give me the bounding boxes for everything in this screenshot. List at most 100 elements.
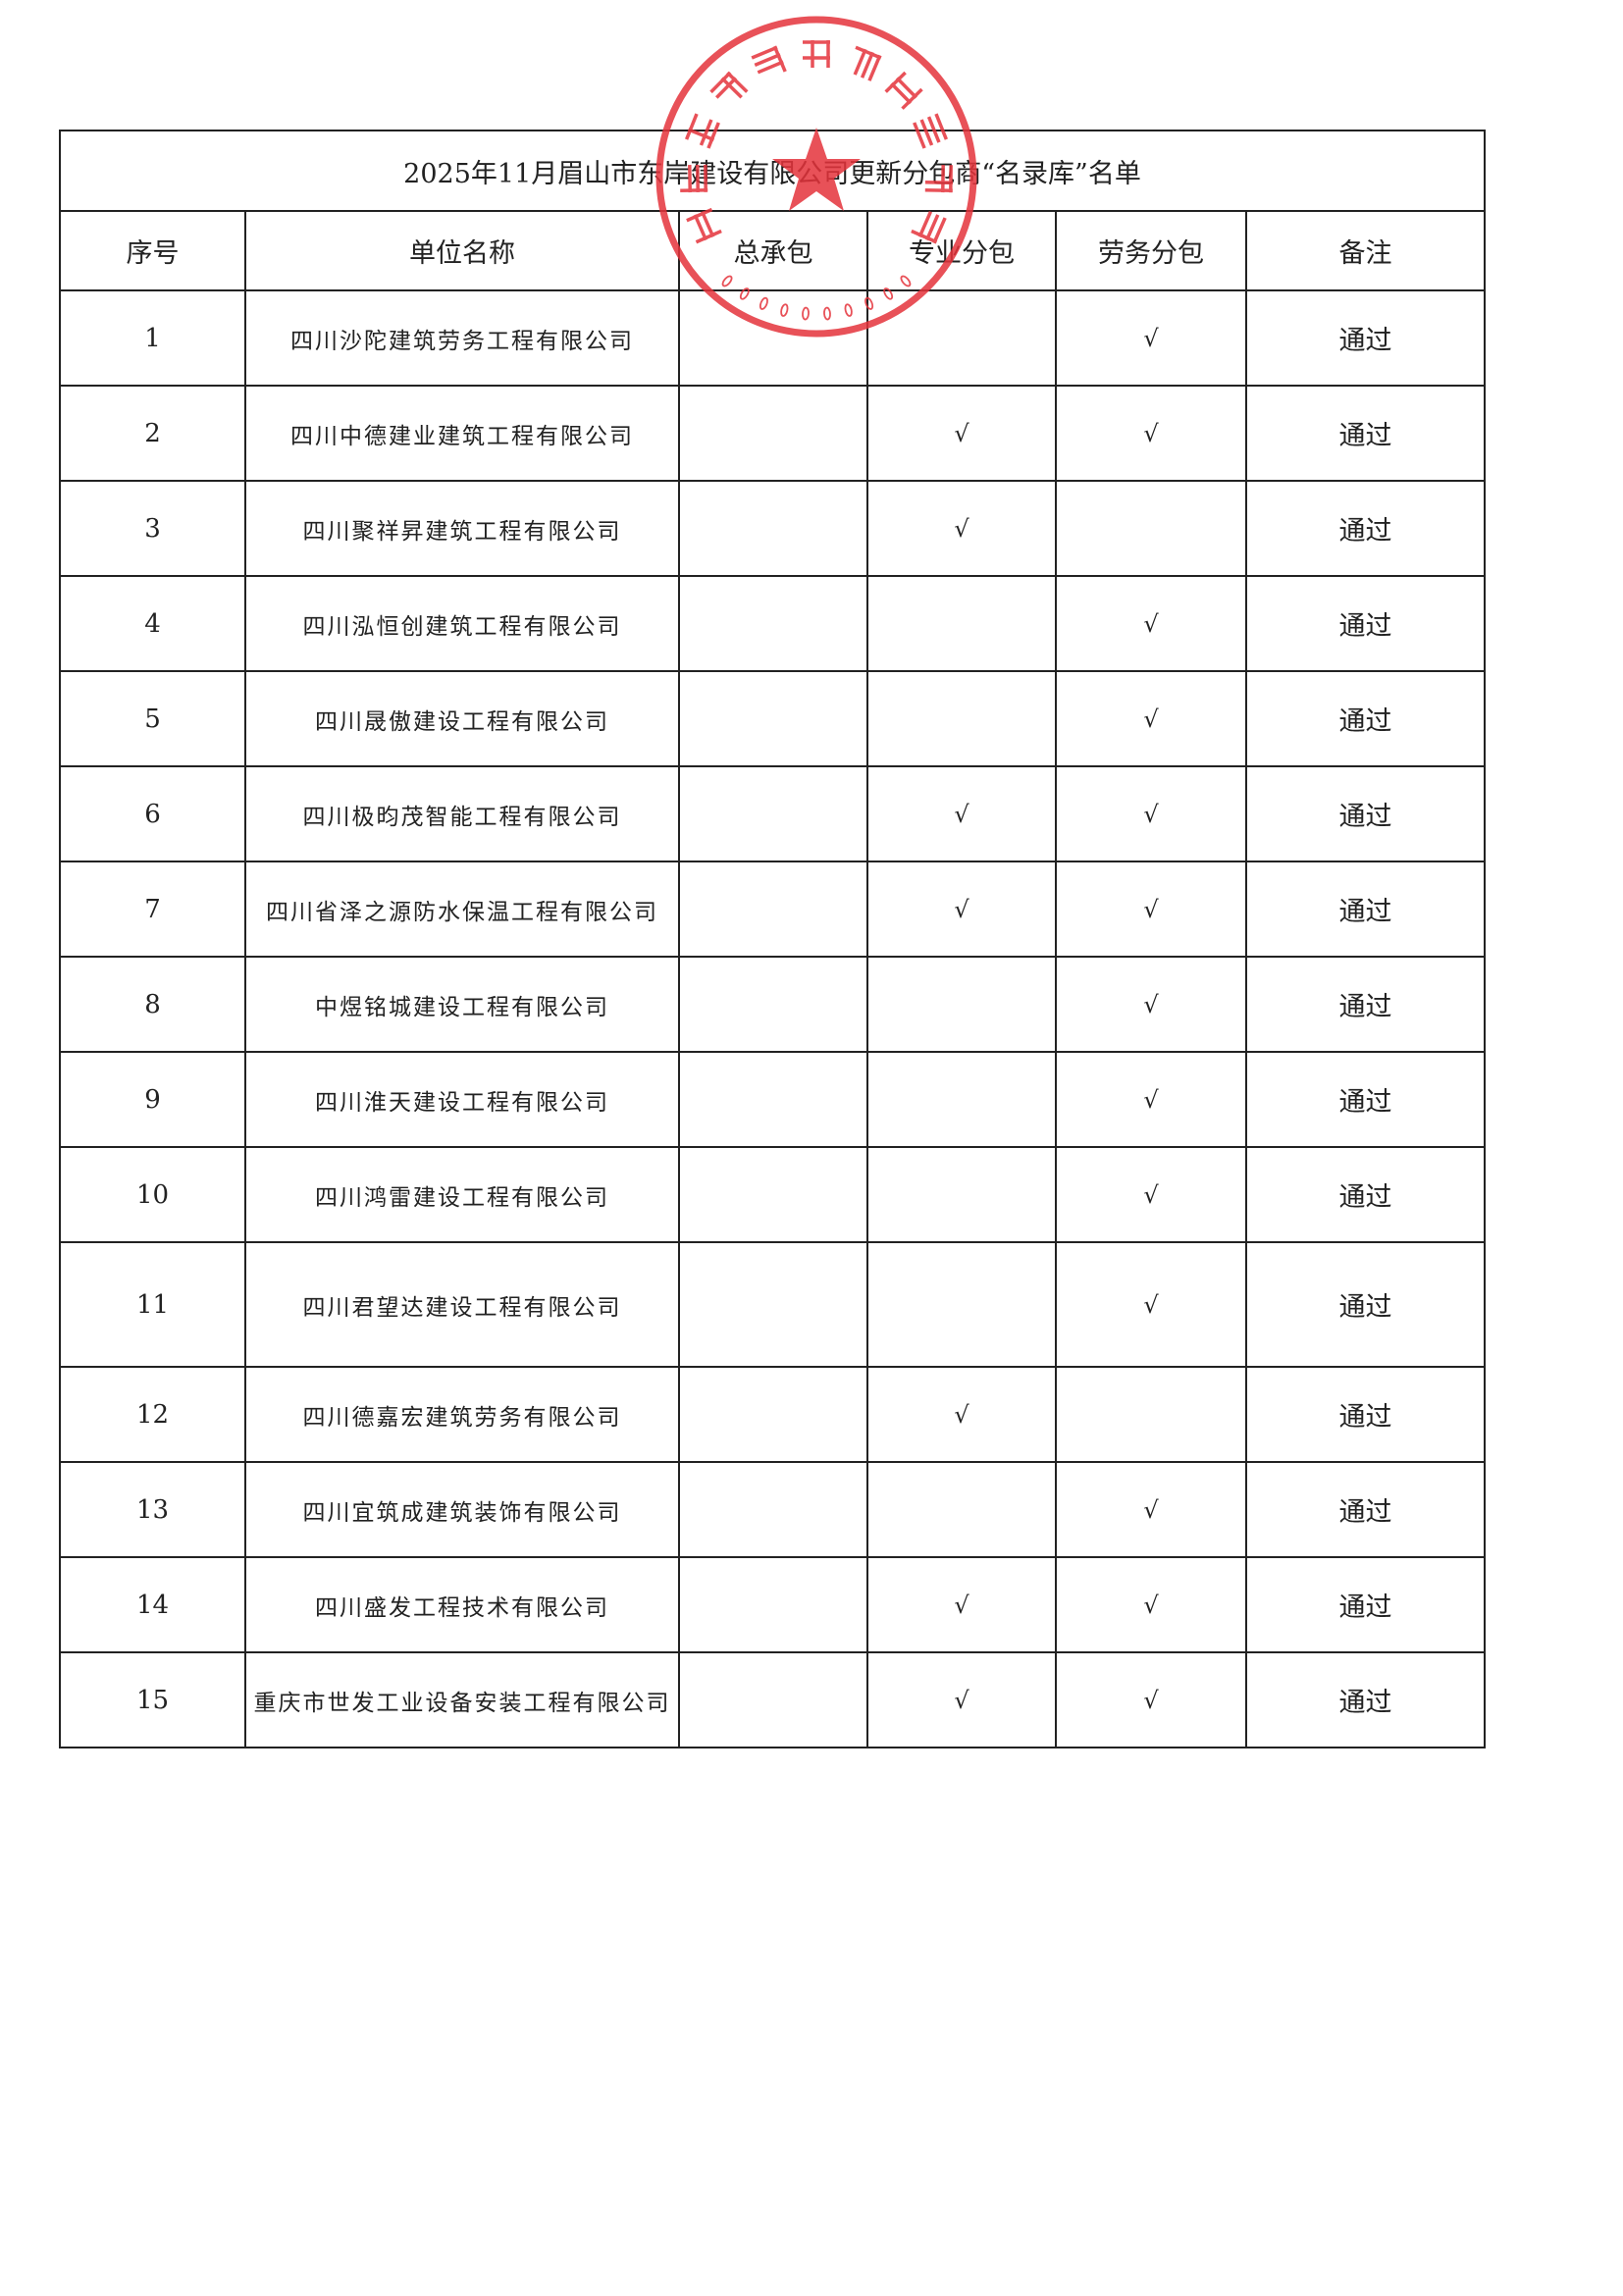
note-cell: 通过: [1244, 1051, 1487, 1148]
company-name: 四川宜筑成建筑装饰有限公司: [244, 1461, 680, 1558]
row-number: 7: [59, 861, 246, 958]
row-number: 3: [59, 480, 246, 577]
labor-subcontract-cell: √: [1055, 1146, 1247, 1243]
row-number: 8: [59, 956, 246, 1053]
note-cell: 通过: [1244, 575, 1487, 672]
professional-subcontract-cell: √: [866, 1556, 1057, 1653]
general-contract-cell: [678, 575, 868, 672]
general-contract-cell: [678, 1556, 868, 1653]
seal-glyph: [751, 45, 787, 75]
note-cell: 通过: [1244, 289, 1487, 387]
table-row: 4 四川泓恒创建筑工程有限公司 √ 通过: [59, 575, 1487, 672]
row-number: 11: [59, 1241, 246, 1368]
general-contract-cell: [678, 765, 868, 862]
table-row: 6 四川极昀茂智能工程有限公司 √ √ 通过: [59, 765, 1487, 862]
professional-subcontract-cell: √: [866, 1651, 1057, 1748]
header-name: 单位名称: [244, 210, 680, 291]
table-row: 8 中煜铭城建设工程有限公司 √ 通过: [59, 956, 1487, 1053]
general-contract-cell: [678, 289, 868, 387]
header-no: 序号: [59, 210, 246, 291]
row-number: 2: [59, 385, 246, 482]
labor-subcontract-cell: √: [1055, 956, 1247, 1053]
row-number: 15: [59, 1651, 246, 1748]
general-contract-cell: [678, 480, 868, 577]
labor-subcontract-cell: √: [1055, 289, 1247, 387]
professional-subcontract-cell: √: [866, 480, 1057, 577]
general-contract-cell: [678, 1366, 868, 1463]
labor-subcontract-cell: √: [1055, 861, 1247, 958]
row-number: 10: [59, 1146, 246, 1243]
labor-subcontract-cell: √: [1055, 1651, 1247, 1748]
row-number: 6: [59, 765, 246, 862]
note-cell: 通过: [1244, 1366, 1487, 1463]
professional-subcontract-cell: [866, 1241, 1057, 1368]
note-cell: 通过: [1244, 670, 1487, 767]
company-name: 中煜铭城建设工程有限公司: [244, 956, 680, 1053]
table-row: 12 四川德嘉宏建筑劳务有限公司 √ 通过: [59, 1366, 1487, 1463]
professional-subcontract-cell: √: [866, 765, 1057, 862]
seal-glyph: [853, 45, 882, 81]
professional-subcontract-cell: [866, 289, 1057, 387]
header-note: 备注: [1244, 210, 1487, 291]
professional-subcontract-cell: [866, 575, 1057, 672]
company-name: 四川聚祥昇建筑工程有限公司: [244, 480, 680, 577]
labor-subcontract-cell: √: [1055, 1241, 1247, 1368]
table-row: 13 四川宜筑成建筑装饰有限公司 √ 通过: [59, 1461, 1487, 1558]
labor-subcontract-cell: √: [1055, 575, 1247, 672]
header-labor: 劳务分包: [1055, 210, 1247, 291]
note-cell: 通过: [1244, 861, 1487, 958]
seal-glyph: [884, 71, 923, 110]
note-cell: 通过: [1244, 765, 1487, 862]
professional-subcontract-cell: √: [866, 385, 1057, 482]
table-row: 10 四川鸿雷建设工程有限公司 √ 通过: [59, 1146, 1487, 1243]
seal-glyph: [803, 40, 830, 68]
table-row: 9 四川淮天建设工程有限公司 √ 通过: [59, 1051, 1487, 1148]
row-number: 12: [59, 1366, 246, 1463]
header-general: 总承包: [678, 210, 868, 291]
labor-subcontract-cell: √: [1055, 670, 1247, 767]
row-number: 14: [59, 1556, 246, 1653]
company-name: 四川晟傲建设工程有限公司: [244, 670, 680, 767]
general-contract-cell: [678, 385, 868, 482]
company-name: 四川泓恒创建筑工程有限公司: [244, 575, 680, 672]
note-cell: 通过: [1244, 385, 1487, 482]
professional-subcontract-cell: [866, 670, 1057, 767]
table-row: 1 四川沙陀建筑劳务工程有限公司 √ 通过: [59, 289, 1487, 387]
company-name: 四川淮天建设工程有限公司: [244, 1051, 680, 1148]
row-number: 13: [59, 1461, 246, 1558]
labor-subcontract-cell: √: [1055, 1556, 1247, 1653]
company-name: 四川沙陀建筑劳务工程有限公司: [244, 289, 680, 387]
labor-subcontract-cell: √: [1055, 1461, 1247, 1558]
company-name: 四川盛发工程技术有限公司: [244, 1556, 680, 1653]
professional-subcontract-cell: [866, 1146, 1057, 1243]
general-contract-cell: [678, 1241, 868, 1368]
header-professional: 专业分包: [866, 210, 1057, 291]
note-cell: 通过: [1244, 480, 1487, 577]
general-contract-cell: [678, 1051, 868, 1148]
row-number: 4: [59, 575, 246, 672]
note-cell: 通过: [1244, 1146, 1487, 1243]
row-number: 5: [59, 670, 246, 767]
row-number: 9: [59, 1051, 246, 1148]
company-name: 四川省泽之源防水保温工程有限公司: [244, 861, 680, 958]
seal-glyph: [709, 71, 749, 99]
labor-subcontract-cell: √: [1055, 765, 1247, 862]
table-row: 5 四川晟傲建设工程有限公司 √ 通过: [59, 670, 1487, 767]
general-contract-cell: [678, 956, 868, 1053]
table-row: 14 四川盛发工程技术有限公司 √ √ 通过: [59, 1556, 1487, 1653]
company-name: 重庆市世发工业设备安装工程有限公司: [244, 1651, 680, 1748]
row-number: 1: [59, 289, 246, 387]
note-cell: 通过: [1244, 956, 1487, 1053]
professional-subcontract-cell: [866, 1051, 1057, 1148]
subcontractor-table: 2025年11月眉山市东岸建设有限公司更新分包商“名录库”名单 序号 单位名称 …: [58, 130, 1487, 1748]
labor-subcontract-cell: [1055, 1366, 1247, 1463]
note-cell: 通过: [1244, 1461, 1487, 1558]
document-title: 2025年11月眉山市东岸建设有限公司更新分包商“名录库”名单: [58, 130, 1487, 212]
company-name: 四川君望达建设工程有限公司: [244, 1241, 680, 1368]
table-row: 7 四川省泽之源防水保温工程有限公司 √ √ 通过: [59, 861, 1487, 958]
general-contract-cell: [678, 1461, 868, 1558]
professional-subcontract-cell: √: [866, 1366, 1057, 1463]
company-name: 四川极昀茂智能工程有限公司: [244, 765, 680, 862]
professional-subcontract-cell: [866, 956, 1057, 1053]
general-contract-cell: [678, 1146, 868, 1243]
